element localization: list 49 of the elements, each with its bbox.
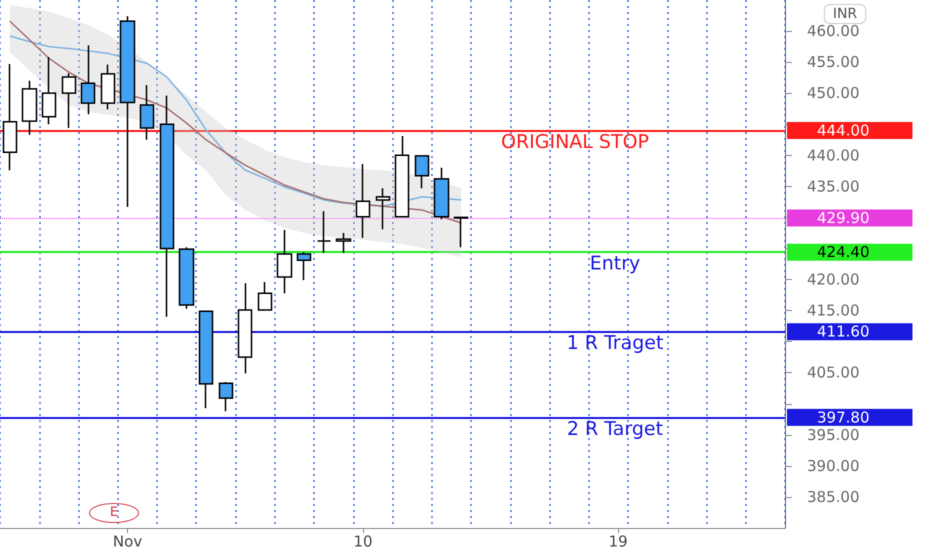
y-axis-title: INR bbox=[832, 6, 858, 22]
text: 397.80 bbox=[817, 408, 870, 426]
y-tick-label: 390.00 bbox=[807, 456, 860, 475]
y-tick-label: 415.00 bbox=[807, 302, 860, 320]
x-tick-label: 19 bbox=[608, 532, 628, 550]
y-tick-label: 420.00 bbox=[807, 270, 860, 289]
candlestick bbox=[160, 94, 174, 318]
candlestick bbox=[296, 251, 312, 281]
x-tick-label: Nov bbox=[112, 532, 142, 550]
candlestick bbox=[414, 155, 430, 189]
text: 429.90 bbox=[817, 209, 870, 228]
y-tick-label: 395.00 bbox=[807, 426, 860, 444]
candlestick bbox=[238, 282, 252, 374]
candlestick bbox=[198, 310, 214, 409]
ref-line-label: Entry bbox=[590, 252, 640, 275]
candlestick bbox=[218, 381, 234, 412]
ref-line-label: 1 R Traget bbox=[566, 332, 664, 354]
candlestick bbox=[336, 232, 352, 254]
candlestick bbox=[80, 44, 96, 116]
candlestick bbox=[120, 15, 136, 208]
candlestick bbox=[276, 229, 292, 294]
oval-badge: E bbox=[89, 503, 139, 523]
candlestick bbox=[178, 246, 194, 310]
ref-line-label: 2 R Target bbox=[566, 418, 664, 440]
candlestick bbox=[376, 187, 390, 230]
candlestick bbox=[42, 56, 56, 125]
y-tick-label: 455.00 bbox=[807, 53, 860, 72]
candlestick bbox=[434, 166, 450, 220]
x-tick-label: 10 bbox=[354, 532, 373, 550]
y-tick-label: 440.00 bbox=[807, 146, 860, 164]
y-tick-label: 405.00 bbox=[807, 364, 860, 382]
y-tick-label: 450.00 bbox=[807, 84, 860, 102]
candlestick bbox=[100, 64, 116, 110]
ref-line-label: ORIGINAL STOP bbox=[500, 130, 650, 153]
candlestick bbox=[62, 72, 76, 129]
y-tick-label: 460.00 bbox=[807, 22, 860, 40]
y-tick-label: 435.00 bbox=[807, 177, 860, 196]
text: 444.00 bbox=[817, 121, 870, 140]
candlestick bbox=[454, 216, 468, 248]
candlestick bbox=[2, 63, 18, 171]
candlestick bbox=[356, 163, 370, 239]
text: 424.40 bbox=[817, 243, 870, 262]
candlestick bbox=[394, 135, 410, 218]
text: 411.60 bbox=[817, 322, 870, 341]
candlestick bbox=[22, 80, 38, 136]
candlestick bbox=[258, 281, 272, 311]
candlestick bbox=[316, 210, 332, 254]
y-tick-label: 385.00 bbox=[807, 488, 860, 506]
candlestick bbox=[140, 84, 154, 141]
